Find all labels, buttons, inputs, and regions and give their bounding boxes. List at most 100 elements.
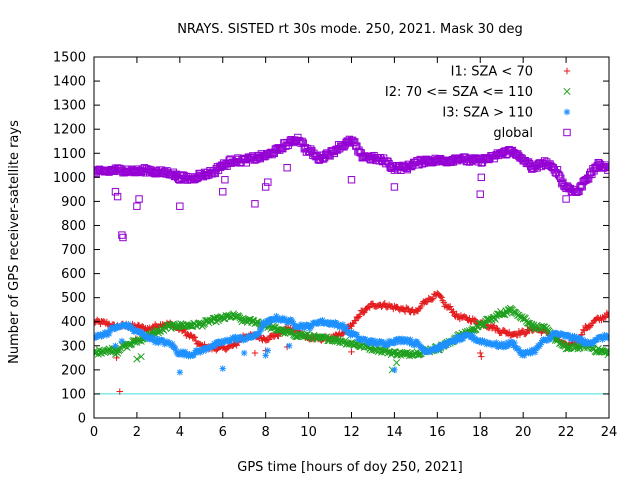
data-point — [447, 303, 454, 310]
data-point — [509, 339, 516, 346]
outlier-point — [391, 366, 398, 374]
x-tick-label: 12 — [343, 425, 360, 440]
data-point — [571, 333, 578, 340]
data-point — [440, 342, 447, 350]
data-point — [360, 309, 367, 317]
data-point — [355, 146, 363, 154]
data-point — [256, 329, 263, 337]
y-tick-label: 1200 — [53, 123, 86, 138]
data-point — [97, 331, 104, 338]
data-point — [515, 346, 523, 353]
data-point — [428, 296, 436, 304]
data-point — [128, 323, 135, 330]
data-point — [478, 321, 486, 330]
data-point — [498, 310, 506, 318]
legend-marker — [563, 128, 571, 137]
outlier-point — [251, 200, 259, 208]
y-tick-label: 100 — [61, 387, 86, 402]
data-point — [300, 322, 307, 329]
outlier-point — [562, 195, 570, 203]
y-tick-label: 400 — [61, 315, 86, 330]
data-point — [100, 331, 107, 338]
data-point — [180, 352, 188, 359]
data-point — [566, 343, 574, 351]
outlier-point — [241, 349, 248, 357]
data-point — [106, 327, 114, 334]
outlier-point — [390, 183, 399, 191]
data-point — [126, 340, 135, 348]
data-point — [498, 340, 505, 347]
data-point — [503, 342, 511, 350]
data-point — [605, 310, 609, 317]
data-point — [437, 341, 444, 349]
data-point — [377, 348, 386, 356]
data-point — [122, 322, 130, 329]
outlier-point — [111, 350, 120, 358]
legend-entry-label: I1: SZA < 70 — [451, 65, 533, 80]
data-point — [547, 334, 555, 342]
data-point — [366, 340, 373, 347]
data-point — [397, 338, 405, 346]
data-point — [453, 310, 460, 318]
y-tick-label: 900 — [61, 195, 86, 210]
y-tick-label: 700 — [61, 243, 86, 258]
data-point — [353, 331, 361, 339]
data-point — [354, 314, 362, 322]
outlier-point — [133, 355, 141, 363]
data-point — [469, 332, 476, 339]
data-point — [290, 320, 297, 327]
y-tick-label: 1500 — [53, 51, 86, 66]
y-tick-label: 800 — [61, 219, 86, 234]
data-point — [435, 346, 442, 354]
data-point — [406, 339, 413, 347]
data-point — [339, 321, 347, 328]
data-point — [418, 302, 425, 310]
data-point — [605, 348, 609, 356]
data-point — [500, 327, 508, 334]
y-tick-label: 1300 — [53, 99, 86, 114]
y-tick-label: 1000 — [53, 171, 86, 186]
data-point — [578, 336, 586, 343]
data-point — [557, 174, 565, 183]
data-point — [197, 349, 204, 356]
data-point — [411, 342, 419, 349]
data-point — [573, 334, 581, 341]
data-point — [528, 346, 535, 354]
data-point — [299, 139, 307, 147]
data-point — [318, 319, 325, 326]
data-point — [565, 331, 572, 339]
data-point — [365, 338, 372, 345]
data-point — [261, 321, 268, 329]
outlier-point — [176, 369, 184, 376]
data-point — [604, 351, 609, 359]
legend: I1: SZA < 70 I2: 70 <= SZA <= 110 I3: SZA … — [385, 65, 571, 141]
x-tick-label: 24 — [601, 425, 618, 440]
outlier-point — [176, 202, 184, 210]
data-point — [497, 342, 504, 350]
data-point — [568, 335, 575, 342]
outlier-point — [393, 359, 401, 367]
data-point — [381, 299, 388, 307]
x-tick-label: 20 — [515, 425, 532, 440]
outlier-point — [347, 176, 356, 184]
data-point — [212, 342, 219, 350]
data-point — [408, 351, 416, 359]
data-point — [452, 337, 459, 345]
data-point — [438, 294, 445, 301]
legend-entry-label: I3: SZA > 110 — [442, 106, 533, 121]
series-3 — [94, 312, 609, 376]
data-point — [556, 332, 563, 339]
outlier-point — [264, 347, 272, 354]
y-tick-label: 200 — [61, 363, 86, 378]
series-4 — [94, 133, 609, 242]
legend-marker — [563, 87, 571, 96]
x-tick-label: 2 — [133, 425, 141, 440]
data-point — [148, 333, 156, 341]
data-point — [361, 308, 368, 316]
x-tick-label: 22 — [558, 425, 575, 440]
data-point — [371, 337, 379, 345]
data-point — [359, 337, 366, 344]
data-point — [265, 319, 273, 327]
